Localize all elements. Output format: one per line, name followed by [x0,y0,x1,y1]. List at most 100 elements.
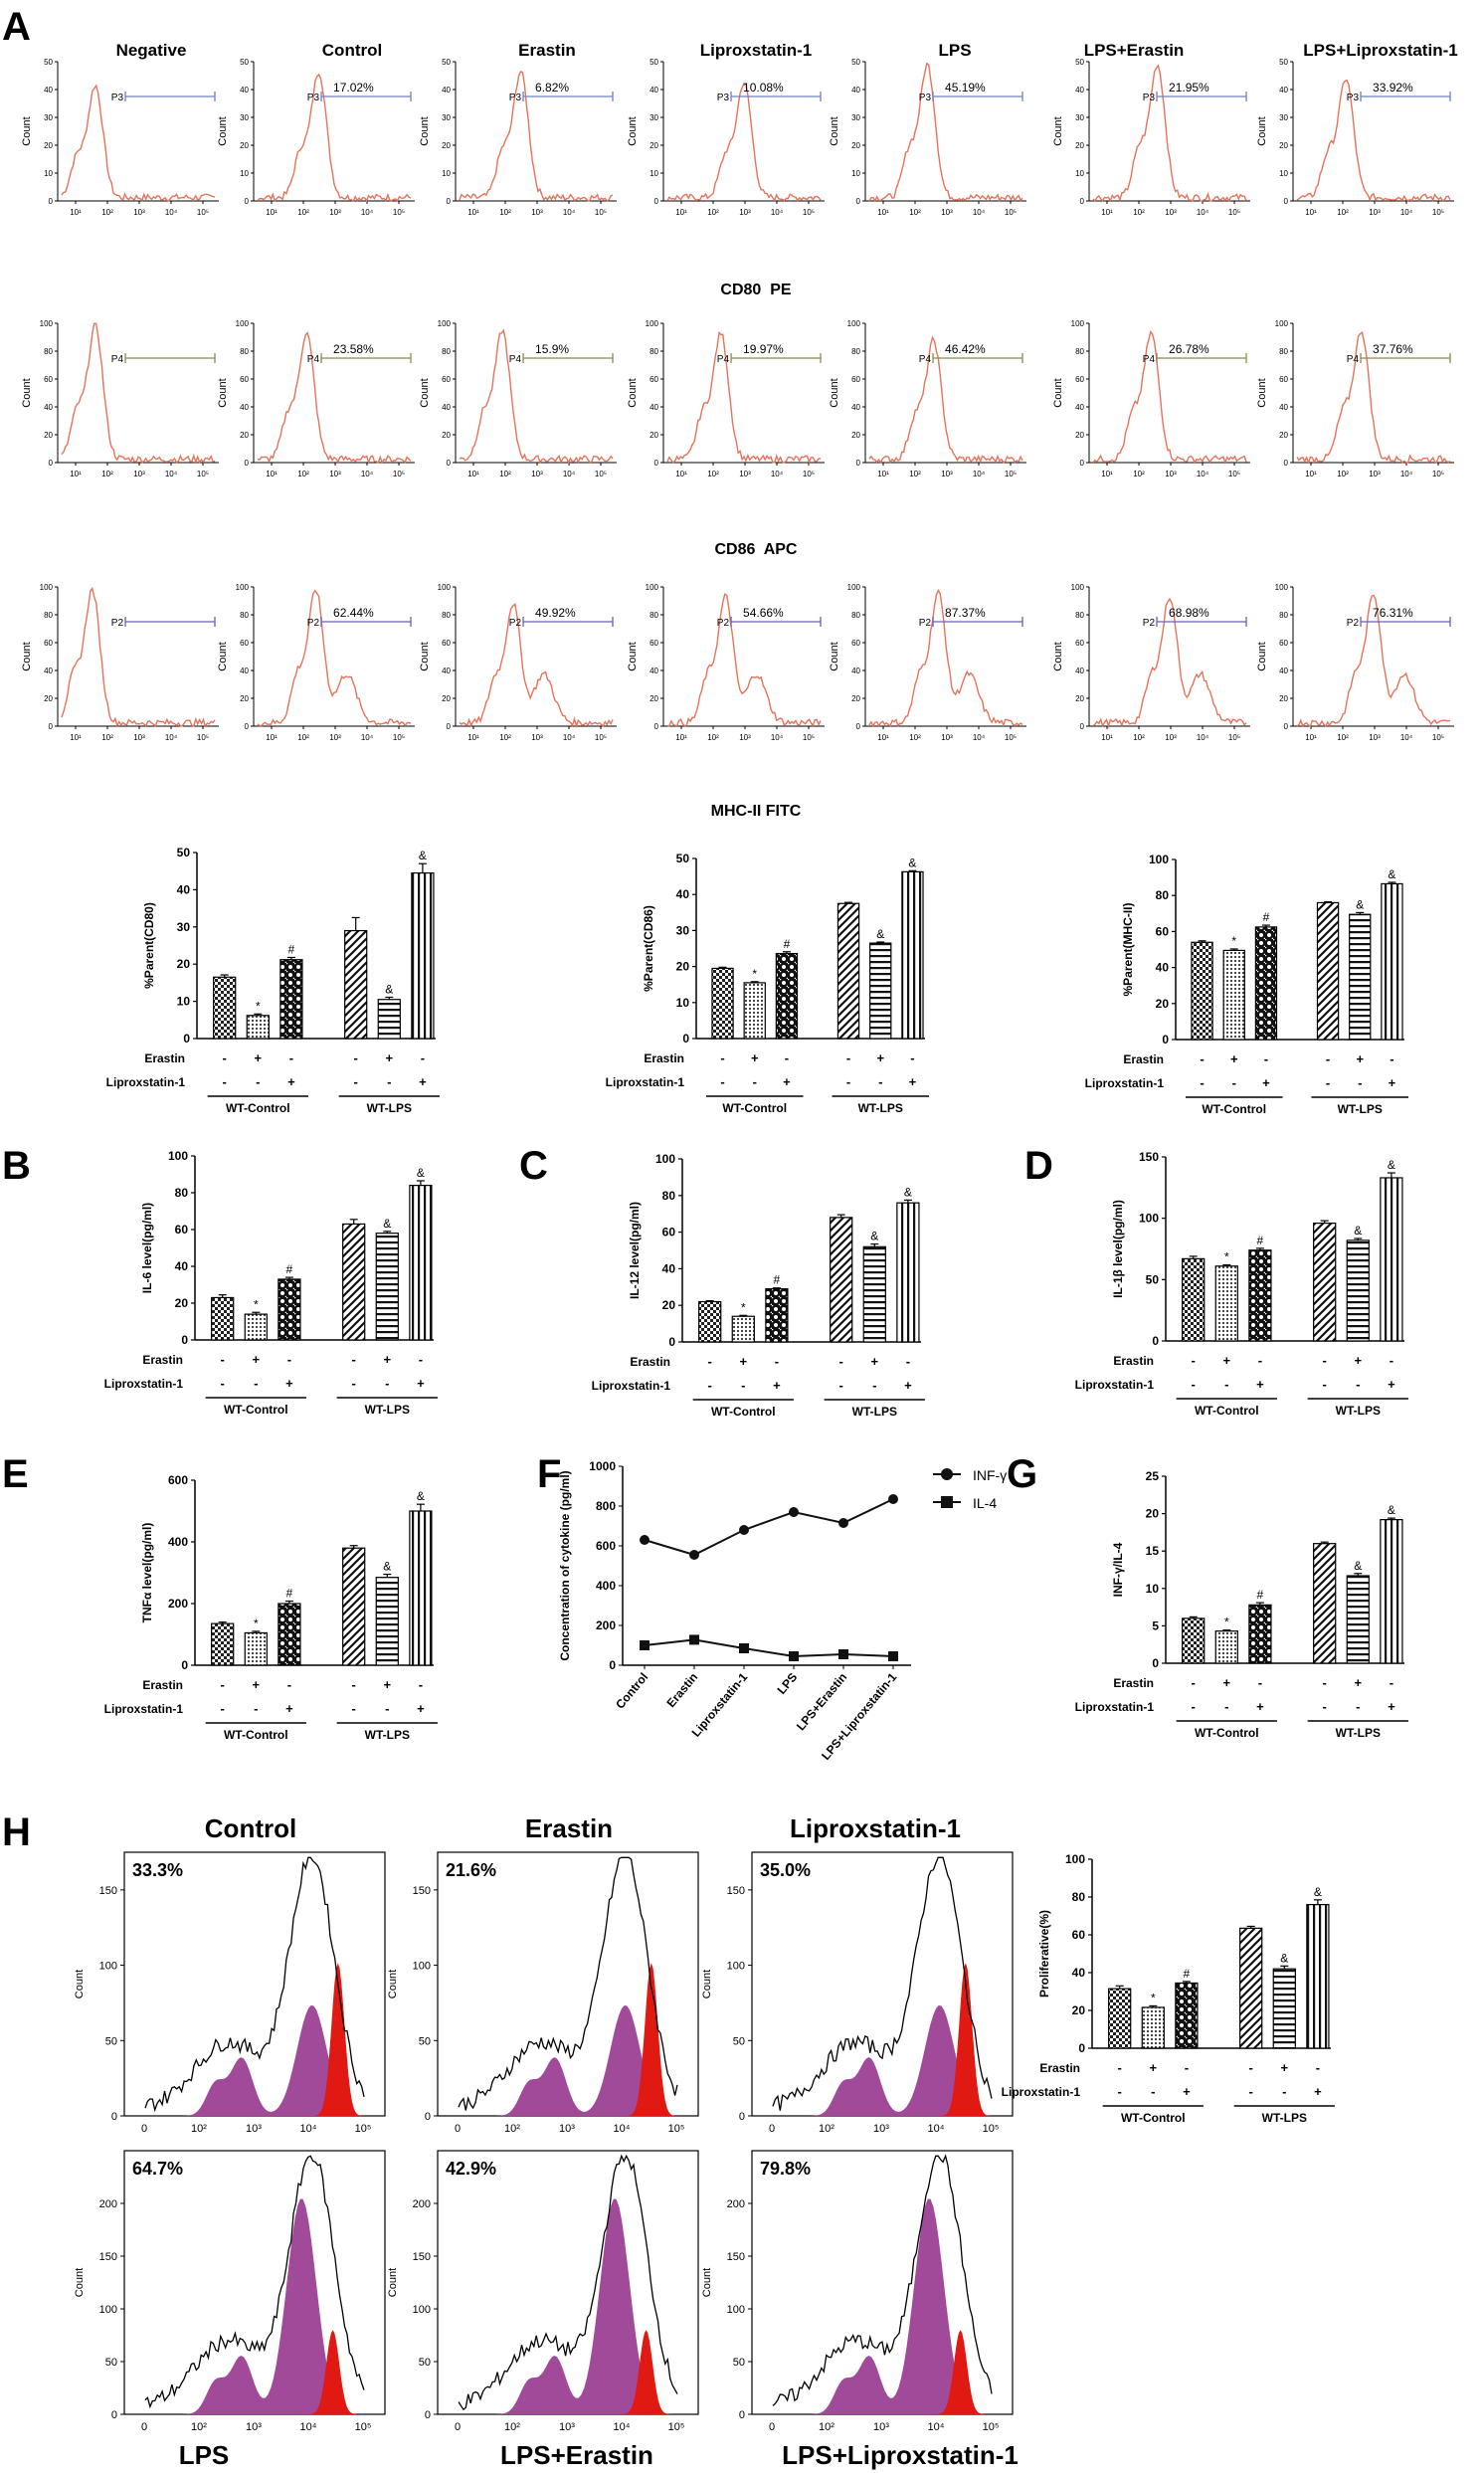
significance-mark: & [870,1230,878,1243]
flow-y-tick-label: 30 [649,113,658,122]
y-tick-label: 40 [1156,961,1170,975]
flow-x-tick-label: 10⁴ [973,470,986,478]
significance-mark: * [254,1617,259,1630]
flow-y-tick-label: 40 [442,403,451,412]
bar-chart: 0 10 20 30 40 50 %Parent(CD80) * # & & Erastin Lipro… [106,846,440,1115]
sign: - [385,1376,389,1391]
x-tick-label: 10³ [873,2421,889,2433]
y-tick-label: 0 [609,1658,616,1672]
group-label: WT-LPS [858,1101,903,1115]
significance-mark: # [286,1262,293,1276]
bar [1306,1903,1330,2049]
flow-y-tick-label: 80 [44,611,53,620]
flow-marker-label: CD80 PE [720,282,791,298]
bar [775,952,799,1040]
group-label: WT-Control [224,1728,288,1742]
flow-x-tick-label: 10² [909,208,921,217]
flow-y-tick-label: 0 [654,722,659,731]
flow-y-tick-label: 10 [851,169,860,178]
prolif-panel: 0 50 100 150 200 Count 0 10² 10³ 10⁴ 10⁵ 64.7% [74,2150,386,2433]
sign: - [708,1354,712,1369]
flow-y-tick-label: 20 [44,694,53,703]
sign: - [223,1050,227,1065]
y-tick-label: 0 [1152,1334,1159,1348]
flow-x-tick-label: 10² [101,470,113,478]
flow-y-tick-label: 40 [649,86,658,95]
flow-y-tick-label: 0 [49,197,54,206]
flow-x-tick-label: 10⁵ [1432,208,1444,217]
data-point [640,1640,649,1650]
y-tick-label: 0 [1162,1033,1169,1046]
significance-mark: & [383,1560,391,1574]
prolif-frame [123,2150,386,2415]
y-tick-label: 800 [596,1499,616,1513]
bar [1239,1927,1263,2049]
y-tick-label: 100 [1065,1852,1085,1866]
flow-y-label: Count [627,642,639,670]
sign: - [1316,2060,1320,2075]
prolif-title: LPS [179,2440,230,2470]
series-line [644,1638,894,1658]
flow-x-tick-label: 10³ [739,733,751,742]
sign: - [256,1074,260,1089]
group-label: WT-LPS [365,1403,410,1417]
flow-gate-percent: 54.66% [743,606,784,620]
flow-panel: 0 10 20 30 40 50 10¹ 10² 10³ 10⁴ 10⁵ Count P3 10.08% [627,58,825,217]
sign: + [1354,1675,1362,1690]
flow-y-label: Count [829,378,840,407]
flow-x-tick-label: 10² [1337,208,1349,217]
x-tick-label: 10² [504,2421,520,2433]
x-tick-label: 10⁴ [614,2421,631,2433]
flow-y-tick-label: 20 [240,431,249,440]
flow-x-tick-label: 10⁴ [165,208,178,217]
flow-gate-name: P2 [111,618,124,629]
flow-marker-label: MHC-II FITC [711,803,802,820]
flow-x-tick-label: 10⁵ [1005,470,1017,478]
flow-y-tick-label: 40 [442,86,451,95]
prolif-panel: 0 50 100 150 Count 0 10² 10³ 10⁴ 10⁵ 35.0% [701,1851,1014,2135]
y-tick-label: 50 [419,2357,431,2369]
flow-panel: 0 20 40 60 80 100 10¹ 10² 10³ 10⁴ 10⁵ Count P4 23.58% [217,319,415,478]
sign: - [1323,1675,1327,1690]
flow-y-label: Count [1052,378,1064,407]
x-tick-label: LPS [775,1670,801,1697]
flow-x-tick-label: 10³ [739,470,751,478]
flow-y-tick-label: 20 [1075,141,1084,150]
significance-mark: & [1354,1224,1362,1237]
y-tick-label: 600 [596,1539,616,1553]
significance-mark: & [908,856,916,869]
y-tick-label: 80 [662,1189,676,1203]
prolif-frame [751,2150,1014,2415]
prolif-percent: 79.8% [760,2159,811,2179]
flow-panel: 0 20 40 60 80 100 10¹ 10² 10³ 10⁴ 10⁵ Count P2 87.37% [829,583,1026,742]
flow-y-tick-label: 20 [851,694,860,703]
sign: - [1326,1075,1330,1090]
panel-letter-F: F [537,1452,561,1496]
prolif-outline-curve [144,1856,365,2113]
y-axis-label: Proliferative(%) [1037,1910,1051,1997]
flow-x-tick-label: 10¹ [877,470,889,478]
flow-y-tick-label: 20 [851,431,860,440]
flow-y-tick-label: 0 [245,197,250,206]
flow-x-tick-label: 10¹ [877,208,889,217]
flow-x-tick-label: 10³ [1369,733,1381,742]
flow-y-tick-label: 100 [847,583,861,592]
flow-y-tick-label: 80 [442,347,451,356]
flow-y-label: Count [419,116,431,145]
sign: - [839,1354,843,1369]
sign: - [720,1074,724,1089]
sign: - [753,1074,757,1089]
y-tick-label: 10 [1146,1582,1160,1596]
flow-y-tick-label: 40 [240,403,249,412]
y-tick-label: 200 [596,1618,616,1632]
data-point [888,1494,898,1504]
sign: - [287,1677,291,1692]
flow-histogram-curve [257,589,412,727]
flow-col-title: LPS [938,41,971,60]
y-tick-label: 600 [168,1473,188,1487]
flow-x-tick-label: 10⁵ [197,733,209,742]
bar [1248,1604,1272,1664]
x-tick-label: 0 [769,2123,775,2135]
sign: - [910,1050,914,1065]
